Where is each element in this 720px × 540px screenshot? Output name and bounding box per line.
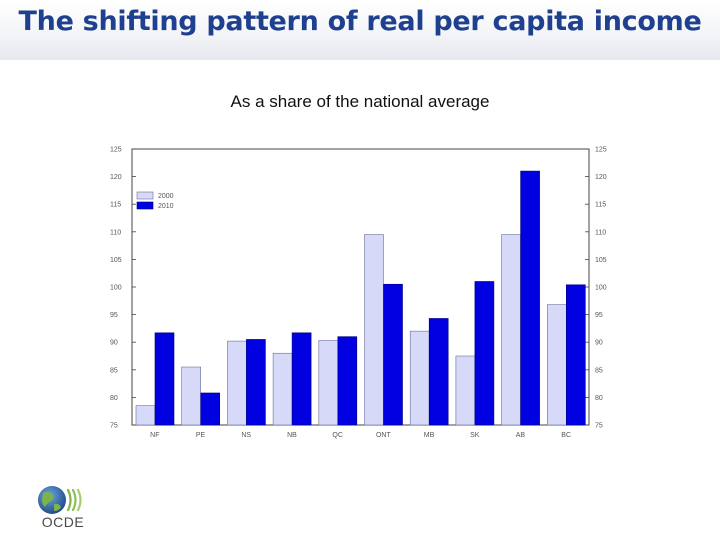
header-band: [0, 0, 720, 60]
bar-2000-PE: [181, 366, 201, 426]
y-tick-label-right: 110: [595, 229, 606, 236]
oecd-globe-icon: [38, 486, 82, 514]
y-tick-label-right: 115: [595, 202, 606, 209]
legend-label-2000: 2000: [158, 193, 174, 200]
x-category-label: QC: [332, 432, 343, 439]
oecd-logo-text: OCDE: [41, 514, 85, 530]
bar-2000-SK: [455, 355, 476, 426]
y-tick-label: 120: [110, 174, 122, 181]
y-tick-label: 115: [110, 202, 121, 209]
x-category-label: AB: [516, 432, 526, 439]
bar-2010-MB: [428, 318, 449, 426]
bar-2010-QC: [337, 336, 358, 426]
y-axis-left: 75 80 85 90 95 100 105 110 115 120 125: [110, 147, 136, 430]
bar-2010-PE: [200, 392, 220, 426]
slide-title: The shifting pattern of real per capita …: [18, 6, 702, 37]
bar-2000-ONT: [364, 234, 384, 426]
y-tick-label: 80: [110, 395, 118, 402]
y-tick-label: 110: [110, 229, 121, 236]
bar-2010-AB: [520, 170, 540, 426]
bar-2000-NB: [272, 352, 293, 426]
x-category-label: SK: [470, 432, 480, 439]
chart-subtitle: As a share of the national average: [230, 92, 490, 111]
y-tick-label-right: 120: [595, 174, 607, 181]
y-tick-label: 100: [110, 285, 122, 292]
y-tick-label-right: 75: [595, 423, 603, 430]
y-tick-label: 85: [110, 367, 118, 374]
legend: 2000 2010: [136, 191, 174, 210]
x-category-label: NS: [241, 432, 251, 439]
y-tick-label-right: 80: [595, 395, 603, 402]
x-category-label: MB: [424, 432, 435, 439]
bar-2010-NB: [291, 332, 312, 426]
bar-2000-BC: [546, 304, 567, 426]
bar-2000-NS: [227, 340, 247, 426]
bar-series: [135, 170, 586, 426]
x-axis-labels: NF PE NS NB QC ONT MB SK AB BC: [150, 432, 571, 439]
bar-2010-SK: [474, 281, 495, 426]
legend-swatch-2000: [136, 191, 154, 200]
bar-2010-BC: [565, 284, 586, 426]
bar-2000-QC: [318, 340, 339, 426]
x-category-label: NF: [150, 432, 159, 439]
y-tick-label-right: 90: [595, 340, 603, 347]
y-tick-label-right: 85: [595, 367, 603, 374]
x-category-label: BC: [561, 432, 571, 439]
bar-2010-NF: [154, 332, 175, 426]
y-tick-label: 105: [110, 257, 122, 264]
y-tick-label: 95: [110, 312, 118, 319]
x-category-label: PE: [196, 432, 206, 439]
y-tick-label: 125: [110, 147, 122, 154]
y-tick-label-right: 125: [595, 147, 607, 154]
y-tick-label-right: 100: [595, 285, 607, 292]
x-category-label: ONT: [376, 432, 392, 439]
y-tick-label-right: 105: [595, 257, 607, 264]
y-tick-label: 90: [110, 340, 118, 347]
bar-2010-NS: [246, 339, 266, 426]
y-tick-label-right: 95: [595, 312, 603, 319]
x-category-label: NB: [287, 432, 297, 439]
bar-2000-AB: [501, 234, 521, 426]
legend-label-2010: 2010: [158, 203, 174, 210]
legend-swatch-2010: [136, 201, 154, 210]
bar-2010-ONT: [383, 283, 403, 426]
bar-chart: 75 80 85 90 95 100 105 110 115 120 125 75 80 85 90 95 1…: [110, 147, 607, 440]
y-tick-label: 75: [110, 423, 118, 430]
bar-2000-NF: [135, 405, 156, 426]
y-axis-right: 75 80 85 90 95 100 105 110 115 120 125: [585, 147, 607, 430]
bar-2000-MB: [409, 330, 430, 426]
